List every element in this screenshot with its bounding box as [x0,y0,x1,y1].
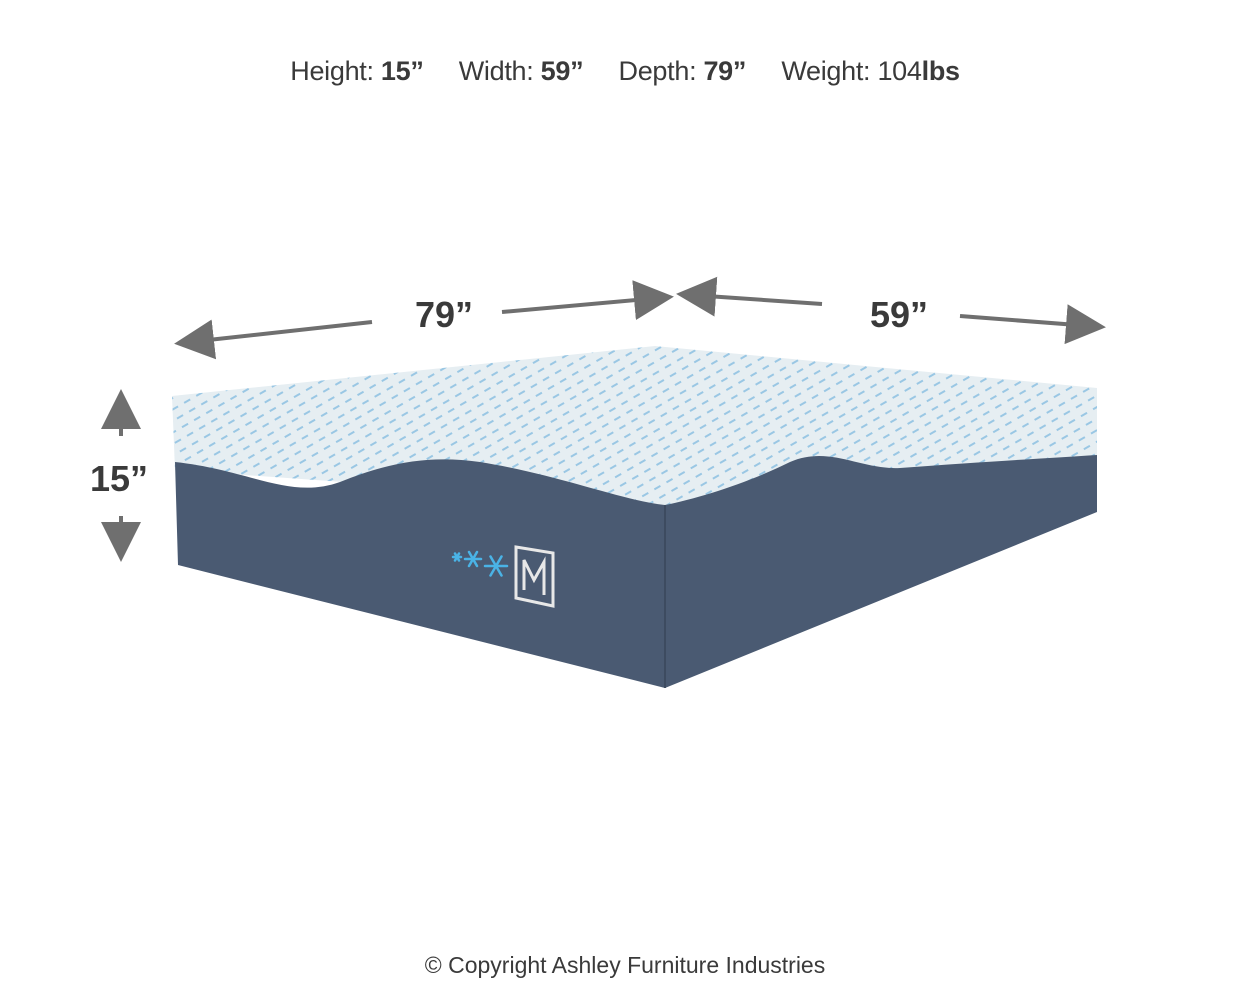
depth-label: 79” [415,294,474,335]
depth-arrows [174,280,674,360]
height-label: 15” [90,458,149,499]
width-arrows [676,276,1106,345]
brand-logo [514,545,555,608]
mattress-base [175,455,1097,688]
spec-height: Height: 15” [290,56,424,86]
spec-depth: Depth: 79” [618,56,747,86]
width-label: 59” [870,294,929,335]
copyright-text: © Copyright Ashley Furniture Industries [424,952,826,978]
spec-weight: Weight: 104lbs [781,56,960,86]
spec-width: Width: 59” [458,56,584,86]
specs-line: Height: 15” Width: 59” Depth: 79” Weight… [0,56,1250,87]
snowflake-icon [451,550,509,577]
mattress [172,346,1097,688]
